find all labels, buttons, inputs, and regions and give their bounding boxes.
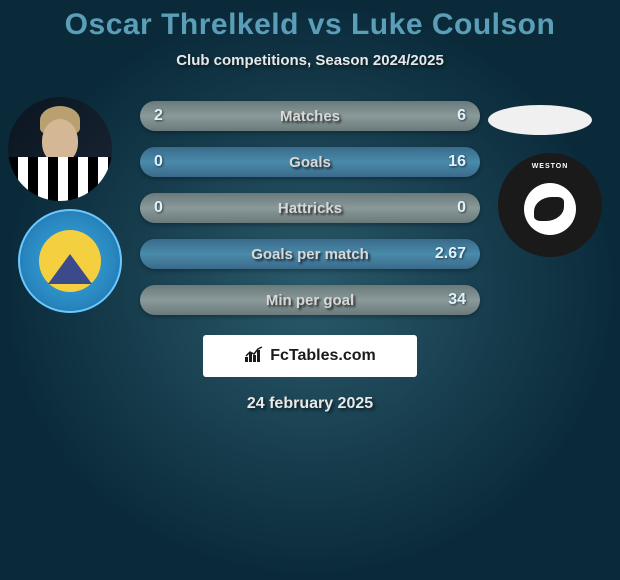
stat-label: Min per goal [266,292,354,309]
page-subtitle: Club competitions, Season 2024/2025 [0,52,620,69]
stat-row-matches: 2 Matches 6 [140,101,480,131]
stat-row-hattricks: 0 Hattricks 0 [140,193,480,223]
stat-right-value: 0 [426,199,466,217]
stat-row-goals: 0 Goals 16 [140,147,480,177]
stat-label: Goals [289,154,331,171]
stat-row-goals-per-match: Goals per match 2.67 [140,239,480,269]
club-left-badge [18,209,122,313]
player-right-placeholder [488,105,592,135]
stat-right-value: 6 [426,107,466,125]
stat-right-value: 16 [426,153,466,171]
stat-right-value: 2.67 [426,245,466,263]
stat-right-value: 34 [426,291,466,309]
footer-date: 24 february 2025 [0,395,620,413]
club-right-badge: WESTON [498,153,602,257]
player-jersey-shape [8,157,112,201]
page-title: Oscar Threlkeld vs Luke Coulson [0,0,620,42]
stat-left-value: 0 [154,199,194,217]
fctables-logo-icon [244,345,266,368]
stat-label: Matches [280,108,340,125]
player-photo [8,97,112,201]
comparison-panel: WESTON 2 Matches 6 0 Goals 16 0 Hattrick… [0,97,620,413]
player-left-avatar [8,97,112,201]
footer-brand-badge: FcTables.com [203,335,417,377]
footer-brand-text: FcTables.com [270,347,376,365]
torquay-badge-icon [18,209,122,313]
stats-list: 2 Matches 6 0 Goals 16 0 Hattricks 0 Goa… [140,97,480,315]
weston-bird-icon [524,183,576,235]
stat-label: Goals per match [251,246,369,263]
stat-label: Hattricks [278,200,342,217]
stat-left-value: 2 [154,107,194,125]
stat-left-value: 0 [154,153,194,171]
stat-row-min-per-goal: Min per goal 34 [140,285,480,315]
weston-badge-icon: WESTON [498,153,602,257]
weston-badge-text: WESTON [498,163,602,170]
